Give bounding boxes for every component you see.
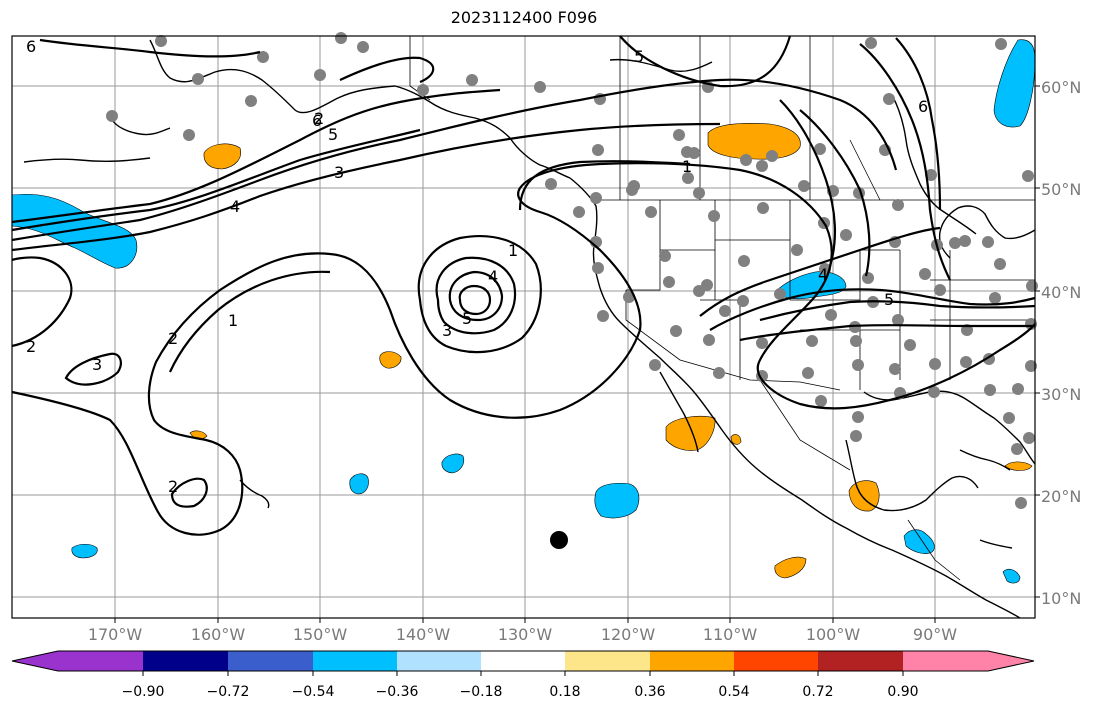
coastlines: [23, 39, 1036, 619]
colorbar-tick-label: −0.90: [122, 684, 165, 700]
orange-blob-cuba: [1004, 461, 1033, 471]
colorbar-seg-9: [818, 651, 903, 671]
blue-blob-hawaii: [349, 473, 369, 495]
orange-blob-mexico: [848, 480, 880, 512]
colorbar-tick-label: 0.54: [718, 684, 749, 700]
contour-label: 2: [168, 477, 178, 496]
orange-blob-gulf-alaska: [203, 143, 241, 170]
colorbar-ticks: [142, 671, 904, 676]
lon-label-140w: 140°W: [396, 625, 451, 644]
contour-label: 5: [462, 309, 472, 328]
blue-blob-aleutian: [11, 194, 138, 269]
lon-label-160w: 160°W: [191, 625, 246, 644]
lon-label-150w: 150°W: [293, 625, 348, 644]
lat-label-60n: 60°N: [1041, 78, 1081, 97]
map-frame: [11, 35, 1036, 619]
contour-label: 5: [328, 125, 338, 144]
lat-label-20n: 20°N: [1041, 487, 1081, 506]
contour-label: 6: [918, 97, 928, 116]
colorbar-seg-6: [565, 651, 650, 671]
lon-label-120w: 120°W: [601, 625, 656, 644]
blue-blob-tropical: [594, 482, 640, 519]
contour-lines: [11, 35, 1036, 536]
colorbar-seg-5: [481, 651, 565, 671]
colorbar: −0.90 −0.72 −0.54 −0.36 −0.18 0.18 0.36 …: [11, 650, 1035, 700]
orange-blob-pacific-south: [774, 556, 807, 579]
colorbar-tick-label: −0.36: [376, 684, 419, 700]
contour-label: 5: [884, 290, 894, 309]
colorbar-seg-3: [313, 651, 397, 671]
orange-blob-baja: [665, 416, 716, 451]
contour-label: 1: [682, 157, 692, 176]
contour-label: 3: [442, 321, 452, 340]
anomaly-shading: [11, 39, 1036, 584]
colorbar-tick-label: 0.36: [634, 684, 665, 700]
latitude-labels: 60°N 50°N 40°N 30°N 20°N 10°N: [1035, 78, 1081, 608]
lat-label-40n: 40°N: [1041, 283, 1081, 302]
graticule: [12, 36, 1035, 618]
colorbar-tick-label: −0.18: [460, 684, 503, 700]
lon-label-90w: 90°W: [913, 625, 957, 644]
contour-label: 3: [334, 163, 344, 182]
colorbar-seg-8: [734, 651, 818, 671]
contour-label: 4: [818, 265, 828, 284]
contour-label: 3: [92, 355, 102, 374]
blue-blob-alaska-east: [993, 39, 1036, 128]
orange-blob-ne-pacific: [379, 351, 402, 369]
colorbar-seg-2: [228, 651, 313, 671]
blue-blob-plains: [774, 271, 847, 300]
contour-label: 2: [314, 109, 324, 128]
contour-label: 1: [228, 311, 238, 330]
highlight-point: [550, 531, 568, 549]
colorbar-tick-label: 0.18: [549, 684, 580, 700]
blue-blob-sw: [71, 543, 98, 559]
blue-blob-caribbean: [1002, 568, 1021, 584]
lat-label-30n: 30°N: [1041, 385, 1081, 404]
orange-blob-canada: [707, 122, 801, 160]
lon-label-170w: 170°W: [88, 625, 143, 644]
lon-label-100w: 100°W: [806, 625, 861, 644]
map-background: [12, 36, 1035, 618]
contour-labels: 6 6 5 5 4 3 3 2 2 1 1 1 2 3 4 5 2 5 6 4: [26, 37, 928, 496]
colorbar-outline: [11, 650, 1035, 672]
colorbar-seg-4: [397, 651, 481, 671]
colorbar-tick-label: 0.90: [887, 684, 918, 700]
station-dots: [106, 32, 1038, 509]
contour-label: 2: [168, 329, 178, 348]
colorbar-tick-label: −0.72: [207, 684, 250, 700]
contour-label: 1: [508, 241, 518, 260]
contour-label: 5: [634, 47, 644, 66]
colorbar-tick-label: 0.72: [802, 684, 833, 700]
colorbar-seg-10: [903, 651, 1034, 671]
blue-blob-hawaii-north: [441, 453, 465, 474]
contour-label: 2: [26, 337, 36, 356]
colorbar-tick-label: −0.54: [292, 684, 335, 700]
contour-label: 6: [26, 37, 36, 56]
lon-label-130w: 130°W: [498, 625, 553, 644]
map-title: 2023112400 F096: [450, 8, 598, 27]
colorbar-seg-7: [650, 651, 734, 671]
orange-blob-baja-small: [730, 434, 742, 445]
contour-label: 6: [312, 111, 322, 130]
lat-label-50n: 50°N: [1041, 180, 1081, 199]
lat-label-10n: 10°N: [1041, 589, 1081, 608]
colorbar-seg-0: [12, 651, 143, 671]
lon-label-110w: 110°W: [703, 625, 758, 644]
colorbar-seg-1: [143, 651, 228, 671]
contour-label: 4: [230, 197, 240, 216]
longitude-labels: 170°W 160°W 150°W 140°W 130°W 120°W 110°…: [88, 618, 957, 644]
contour-label: 4: [488, 267, 498, 286]
